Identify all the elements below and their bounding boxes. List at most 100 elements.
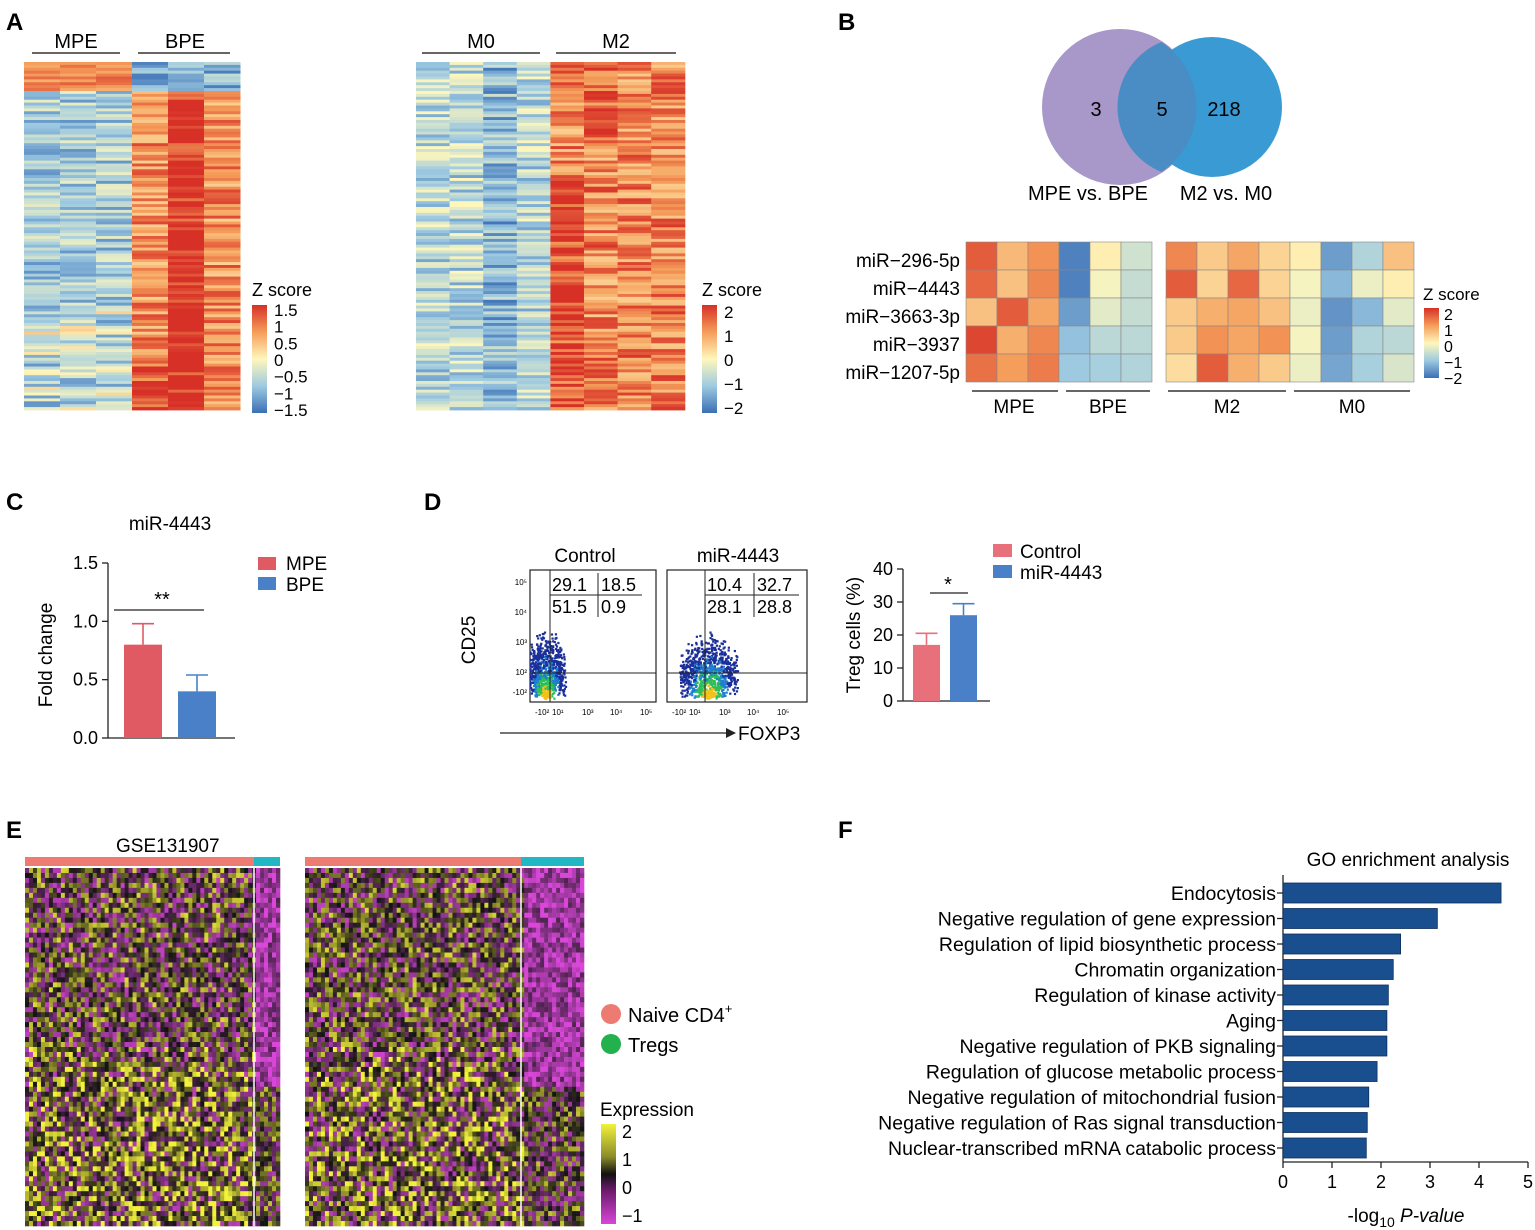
heatmap-cell	[204, 108, 241, 112]
expression-cell	[92, 962, 98, 968]
flow-dot	[717, 695, 721, 698]
heatmap-cell	[584, 320, 619, 324]
expression-cell	[80, 952, 86, 958]
flow-dot	[538, 693, 541, 697]
row-label: miR−3937	[873, 335, 960, 356]
legend-swatch-bpe	[258, 577, 276, 590]
heatmap-cell	[584, 282, 619, 286]
heatmap-cell	[516, 140, 551, 144]
flow-dot	[559, 678, 562, 681]
heatmap-cell	[483, 180, 518, 185]
heatmap-cell	[204, 149, 241, 153]
heatmap-cell	[132, 169, 169, 173]
heatmap-b-row-labels: miR−296-5pmiR−4443miR−3663-3pmiR−3937miR…	[845, 251, 960, 384]
expression-cell	[232, 877, 237, 884]
expression-cell	[120, 868, 125, 874]
expression-cell	[100, 947, 105, 953]
expression-cell	[188, 927, 193, 933]
expression-cell	[76, 962, 82, 968]
expression-cell	[128, 962, 133, 968]
heatmap-cell	[168, 91, 205, 95]
heatmap-cell	[60, 294, 97, 298]
expression-cell	[56, 892, 62, 899]
flow-dot	[694, 689, 698, 692]
expression-cell	[25, 882, 30, 889]
flow-dot	[695, 635, 698, 638]
expression-cell	[132, 907, 137, 914]
flow-dot	[721, 672, 724, 675]
expression-cell	[204, 962, 209, 968]
heatmap-cell	[96, 262, 133, 266]
heatmap-cell	[617, 381, 652, 385]
expression-cell	[92, 937, 98, 943]
heatmap-cell	[60, 160, 97, 164]
heatmap-cell	[617, 175, 652, 179]
heatmap-cell	[132, 204, 169, 208]
heatmap-cell	[516, 166, 551, 170]
heatmap-cell	[1165, 297, 1198, 327]
heatmap-cell	[132, 151, 169, 156]
heatmap-cell	[550, 383, 585, 388]
expression-cell	[128, 907, 133, 914]
heatmap-cell	[132, 192, 169, 196]
heatmap-cell	[96, 186, 133, 190]
expression-cell	[200, 922, 205, 928]
heatmap-cell	[651, 82, 686, 86]
expression-cell	[276, 917, 281, 923]
heatmap-cell	[24, 224, 61, 228]
expression-cell	[272, 932, 277, 938]
flow-dot	[705, 673, 708, 676]
heatmap-cell	[483, 354, 518, 359]
flow-dot	[546, 686, 549, 689]
heatmap-cell	[584, 192, 619, 196]
expression-cell	[40, 902, 46, 909]
heatmap-cell	[651, 91, 686, 95]
expression-cell	[56, 952, 62, 958]
expression-cell	[60, 892, 66, 899]
heatmap-cell	[24, 241, 61, 246]
heatmap-cell	[168, 189, 205, 193]
flow-dot	[563, 658, 566, 661]
heatmap-cell	[483, 215, 518, 219]
expression-cell	[88, 932, 94, 938]
flow-dot	[710, 658, 713, 661]
heatmap-cell	[168, 276, 205, 280]
expression-cell	[128, 902, 133, 909]
flow-dot	[702, 668, 706, 671]
flow-dot	[717, 686, 721, 689]
heatmap-cell	[584, 346, 619, 350]
heatmap-cell	[204, 137, 241, 141]
heatmap-cell	[483, 233, 518, 237]
heatmap-cell	[449, 279, 484, 283]
heatmap-cell	[1351, 241, 1384, 271]
expression-cell	[92, 902, 98, 909]
heatmap-cell	[516, 93, 551, 98]
heatmap-cell	[651, 207, 686, 211]
expression-cell	[272, 952, 277, 958]
heatmap-cell	[516, 314, 551, 318]
flow-dot	[559, 689, 562, 692]
expression-cell	[196, 917, 201, 923]
heatmap-cell	[651, 215, 686, 219]
expression-cell	[140, 868, 145, 874]
expression-cell	[28, 967, 34, 973]
flow-dot	[698, 692, 701, 695]
heatmap-cell	[483, 317, 518, 321]
expression-cell	[44, 942, 50, 948]
heatmap-cell	[24, 105, 61, 109]
heatmap-cell	[584, 146, 619, 150]
heatmap-cell	[483, 166, 518, 170]
expression-cell	[124, 882, 129, 889]
flow-dot	[686, 691, 689, 695]
flow-dot	[535, 694, 539, 697]
expression-cell	[148, 902, 153, 909]
heatmap-cell	[96, 389, 133, 393]
heatmap-cell	[416, 99, 451, 103]
annotation-bar-naive-left	[25, 857, 254, 866]
flow-dot	[707, 659, 710, 663]
expression-cell	[232, 962, 237, 968]
expression-cell	[116, 932, 121, 938]
heatmap-cell	[204, 311, 241, 315]
heatmap-cell	[584, 108, 619, 112]
expression-cell	[124, 902, 129, 909]
